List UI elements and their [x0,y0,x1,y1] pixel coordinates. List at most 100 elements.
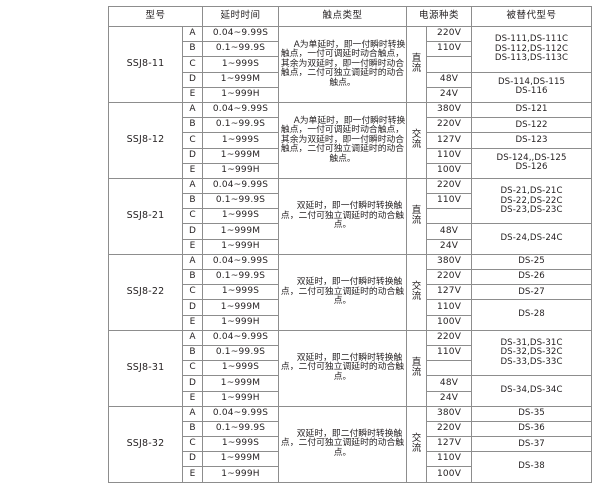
cell-replaced-model: DS-34,DS-34C [471,375,593,407]
cell-replaced-model: DS-21,DS-21C DS-22,DS-22C DS-23,DS-23C [471,177,593,225]
power-kind-char: 流 [411,443,422,455]
cell-delay-code: E [181,86,204,103]
cell-voltage: 220V [426,177,473,195]
cell-delay-time: 1~999S [202,360,280,377]
cell-voltage: 127V [426,284,473,301]
cell-voltage: 110V [426,451,473,468]
power-kind-char: 直 [411,356,422,368]
replaced-model-line: DS-111,DS-111C [494,34,569,45]
cell-voltage: 220V [426,25,473,43]
cell-voltage: 380V [426,405,473,422]
cell-voltage: 127V [426,132,473,149]
cell-model: SSJ8-32 [108,405,183,483]
cell-voltage: 220V [426,117,473,134]
cell-replaced-model: DS-35 [471,405,593,422]
power-kind-char: 交 [411,432,422,444]
power-kind-char: 交 [411,129,422,141]
power-kind-char: 流 [411,139,422,151]
replaced-model-line: DS-114,DS-115 [497,76,566,87]
cell-delay-code: E [181,238,204,255]
cell-delay-code: B [181,193,204,210]
cell-power-kind: 直流 [406,26,428,103]
cell-delay-code: A [181,25,204,43]
cell-delay-code: A [181,405,204,422]
cell-contact-type: 双延时，即二付瞬时转换触点，二付可独立调延时的动合触点。 [278,405,408,483]
replaced-model-line: DS-126 [515,162,548,173]
cell-delay-code: B [181,268,204,286]
cell-delay-time: 1~999H [202,86,280,103]
power-kind-char: 流 [411,215,422,227]
relay-spec-table: 型号 延时时间 触点类型 电源种类 被替代型号 SSJ8-11 A 0.04~9.9… [107,6,593,483]
cell-voltage: 110V [426,193,473,210]
table-row: D 1~999M 48V DS-114,DS-115 DS-116 [109,71,593,103]
cell-model: SSJ8-22 [108,253,183,331]
cell-power-kind: 交流 [406,101,428,179]
table-row: B 0.1~99.9S 110V [109,344,592,362]
table-row: C 1~999S [109,56,592,73]
cell-power-kind: 交流 [406,253,428,331]
spec-sheet: 型号 延时时间 触点类型 电源种类 被替代型号 SSJ8-11 A 0.04~9.9… [107,6,593,483]
header-delay-time: 延时时间 [202,6,280,27]
replaced-model-line: DS-31,DS-31C [500,338,563,349]
cell-model: SSJ8-21 [108,177,183,255]
cell-delay-code: A [181,329,204,346]
cell-delay-code: D [181,299,204,316]
cell-delay-time: 1~999M [202,451,280,468]
cell-replaced-model: DS-26 [471,268,593,286]
replaced-model-line: DS-32,DS-32C [500,347,563,358]
table-row: E 1~999H 100V [109,314,592,331]
cell-power-kind: 直流 [406,177,428,255]
table-row: E 1~999H 24V [109,86,592,103]
replaced-model-line: DS-112,DS-112C [494,43,569,54]
replaced-model-line: DS-22,DS-22C [500,195,563,206]
table-row: SSJ8-12 A 0.04~9.99S A为单延时，即一付瞬时转换触点，一付可调延时… [108,101,593,179]
cell-voltage [426,208,473,225]
cell-delay-code: C [181,56,204,73]
cell-delay-code: C [181,436,204,453]
cell-delay-time: 0.04~9.99S [202,329,280,346]
cell-delay-code: A [181,177,204,195]
cell-replaced-model: DS-25 [471,253,593,271]
cell-voltage: 48V [426,71,473,88]
cell-voltage: 110V [426,41,473,58]
cell-delay-time: 1~999M [202,71,280,88]
replaced-model-line: DS-21,DS-21C [500,186,563,197]
table-body: SSJ8-11 A 0.04~9.99S A为单延时，即一付瞬时转换触点，一付可调延时… [108,25,593,483]
replaced-model-line: DS-113,DS-113C [494,52,569,63]
table-row: SSJ8-32 A 0.04~9.99S 双延时，即二付瞬时转换触点，二付可独立调延时… [108,405,593,483]
cell-voltage: 24V [426,86,473,103]
table-header: 型号 延时时间 触点类型 电源种类 被替代型号 [107,6,593,27]
power-kind-char: 直 [411,205,422,217]
cell-delay-time: 1~999H [202,238,280,255]
cell-delay-time: 1~999H [202,390,280,407]
cell-voltage: 100V [426,314,473,331]
cell-delay-time: 0.1~99.9S [202,420,280,438]
cell-power-kind: 直流 [406,329,428,407]
cell-model: SSJ8-12 [108,101,183,179]
cell-delay-time: 0.1~99.9S [202,193,280,210]
power-kind-char: 直 [411,53,422,65]
cell-model: SSJ8-31 [108,329,183,407]
cell-replaced-model: DS-114,DS-115 DS-116 [471,71,593,103]
header-contact-type: 触点类型 [278,6,408,27]
cell-delay-code: B [181,41,204,58]
cell-delay-code: E [181,390,204,407]
cell-voltage: 48V [426,223,473,240]
header-replaced-model: 被替代型号 [471,6,593,27]
cell-contact-type: A为单延时，即一付瞬时转换触点，一付可调延时动合触点，其余为双延时，即一付瞬时动… [278,26,408,103]
cell-replaced-model: DS-37 [471,436,593,453]
replaced-model-line: DS-116 [515,86,548,97]
cell-delay-time: 1~999M [202,299,280,316]
cell-voltage: 380V [426,253,473,271]
cell-contact-type: 双延时，即一付瞬时转换触点，二付可独立调延时的动合触点。 [278,177,408,255]
cell-delay-code: B [181,344,204,362]
cell-voltage: 110V [426,344,473,362]
cell-delay-time: 1~999S [202,132,280,149]
cell-delay-code: C [181,132,204,149]
cell-delay-time: 0.1~99.9S [202,117,280,134]
table-row: SSJ8-31 A 0.04~9.99S 双延时，即二付瞬时转换触点，二付可独立调延时… [108,329,593,407]
table-row: SSJ8-11 A 0.04~9.99S A为单延时，即一付瞬时转换触点，一付可调延时… [108,25,593,103]
cell-delay-time: 1~999M [202,375,280,392]
replaced-model-line: DS-33,DS-33C [500,356,563,367]
cell-delay-code: C [181,284,204,301]
